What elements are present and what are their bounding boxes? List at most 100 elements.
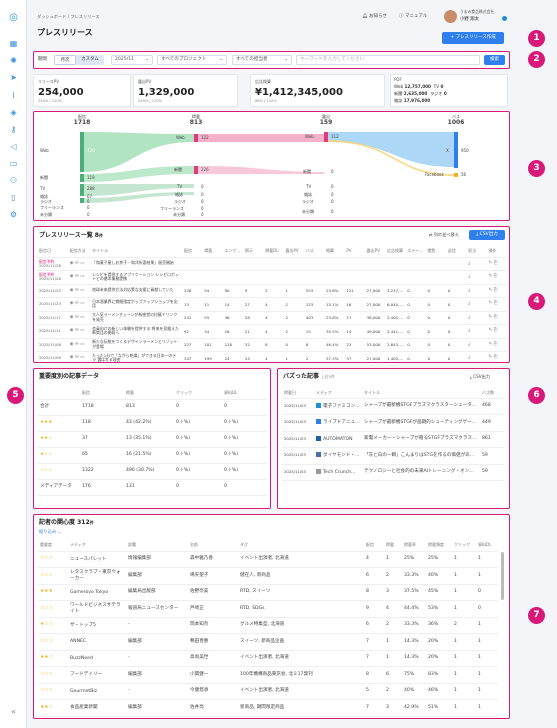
bookmark-icon[interactable]: ▯	[11, 193, 16, 202]
download-icon[interactable]: ⤓	[466, 284, 487, 298]
star-rating-icon[interactable]: ☆☆☆	[38, 551, 68, 568]
release-title[interactable]: 新たな伝統をつくるデザインラーメンとリゾットが登場	[90, 338, 182, 352]
notifications-link[interactable]: 🔔︎ お知らせ	[362, 14, 388, 19]
column-header[interactable]: 掲載DL	[263, 245, 284, 258]
row-actions[interactable]: ✎ ⎘	[486, 324, 507, 339]
avatar[interactable]	[444, 10, 457, 23]
sort-columns-link[interactable]: ⇄ 列の並べ替え	[429, 232, 459, 237]
column-header[interactable]: 掲載	[202, 245, 223, 258]
column-header[interactable]: クリック	[452, 539, 476, 552]
row-actions[interactable]: ✎ ⎘	[486, 311, 507, 325]
tab-monthly[interactable]: 月次	[54, 55, 76, 65]
column-header[interactable]: 資料DL	[476, 539, 498, 552]
star-rating-icon[interactable]: ☆☆☆	[38, 683, 68, 700]
search-button[interactable]: 検索	[484, 55, 505, 65]
row-actions[interactable]: ✎ ⎘	[486, 297, 507, 312]
release-title[interactable]: レシピを提供するアプリケーション レシピロボットとの基本業務提携	[90, 270, 182, 285]
settings-icon[interactable]: ⚙	[9, 210, 18, 219]
column-header[interactable]: 閲覧	[425, 245, 446, 258]
chart-icon[interactable]: ⌇	[11, 91, 16, 100]
release-title[interactable]: たった1分で「ながら乾燥」ができる日本一のテラ 選ばれる理由	[90, 351, 182, 362]
table-row[interactable]: 2025/11/03電子ファミコンゲー...シャープが最新機STGFプラズマクラ…	[282, 398, 505, 415]
column-header[interactable]: 概算	[324, 245, 345, 258]
column-header[interactable]: PV	[344, 245, 365, 258]
filter-toggle[interactable]: 絞り込み ⌄	[39, 530, 62, 535]
table-row[interactable]: ☆☆☆ フードデイリー 編集部 小関健一 100年機構商品東京会, 北ミ17発刊 8 6 75…	[38, 666, 498, 684]
release-title[interactable]: 日本酒業界に期間限定ポップアップショップを出店	[90, 297, 182, 312]
buzz-title[interactable]: シャープが最新機STGFが画期的シューティングゲーム...	[362, 414, 480, 432]
table-row[interactable]: 配信予約 2025/11/28 ◉ ✉ ▭ 「和菓子屋しお茶子・和洋折衷結果」販売開始…	[37, 257, 507, 271]
table-row[interactable]: 2025/11/06 ◉ ✉ ▭ たった1分で「ながら乾燥」ができる日本一のテラ 選…	[37, 351, 507, 362]
column-header[interactable]: バズ	[303, 245, 325, 258]
table-row[interactable]: 2025/11/11 ◉ ✉ ▭ 会員向けの新しい体験を提供する 将来を見据えた新商…	[37, 324, 507, 339]
row-actions[interactable]: ✎ ⎘	[486, 351, 507, 362]
table-row[interactable]: 2025/11/03ダイヤモンド・オン...「灰と白の一瞬」こんまりはSTGを作…	[282, 447, 505, 465]
row-actions[interactable]: ✎ ⎘	[486, 270, 507, 285]
owner-select[interactable]: すべての担当者 ⌄	[232, 55, 292, 65]
download-icon[interactable]: ⤓	[466, 311, 487, 325]
table-row[interactable]: ☆☆☆ レタスクラブ・東京ウォーカー 編集部 鳩矢聖子 健在人, 新商品 6 2 33.3% 4…	[38, 567, 498, 585]
download-icon[interactable]: ⤓	[466, 270, 487, 285]
column-header[interactable]: 配信方法	[67, 245, 91, 258]
table-row[interactable]: 2025/11/03 ライブドアニュース シャープが最新機STGFが画期的シューティ…	[282, 414, 505, 432]
download-icon[interactable]: ⤓	[466, 324, 487, 339]
star-rating-icon[interactable]: ★★☆	[38, 650, 68, 667]
column-header[interactable]: 掲載	[384, 539, 402, 552]
table-row[interactable]: 2025/11/17 ◉ ✉ ▭ 大人気ラーメンチェーンが新感覚の拉麺ドリンクを発売…	[37, 311, 507, 325]
star-rating-icon[interactable]: ★☆☆	[38, 617, 68, 634]
buzz-title[interactable]: テクノロジーと社会的の未来AIトレーニング・オン...	[362, 464, 480, 481]
app-logo-icon[interactable]: ◎	[9, 12, 18, 23]
table-row[interactable]: ★★☆ 食品産業新聞 編集部 佐井亮 新商品, 期間限定商品 7 3 42.9% 51% 1 1	[38, 699, 498, 717]
column-header[interactable]: 掲示	[242, 245, 264, 258]
table-row[interactable]: 2025/11/25 ◉ ✉ ▭ 地球未来提供方法対応策な支援に貢献していた 226 5…	[37, 284, 507, 298]
table-row[interactable]: 2025/11/03 Tech Crunch... テクノロジーと社会的の未来AIト…	[282, 464, 505, 481]
table-row[interactable]: ☆☆☆ ワールドビジネスサテライト 報道局ニュースセンター 戸崎正 RTD, SDGs 9…	[38, 600, 498, 618]
column-header[interactable]: 露出PV	[364, 245, 385, 258]
release-title[interactable]: 「和菓子屋しお茶子・和洋折衷結果」販売開始	[90, 257, 182, 271]
table-row[interactable]: ☆☆☆ ニュースパレット 情報編集部 森中雅乃香 イベント出演者, 北海道 4 1 25% 25…	[38, 551, 498, 568]
table-row[interactable]: 2025/11/23 ◉ ✉ ▭ 日本酒業界に期間限定ポップアップショップを出店 13…	[37, 297, 507, 312]
column-header[interactable]: 掲載頻度	[426, 539, 452, 552]
column-header[interactable]: 掲載率	[402, 539, 426, 552]
table-row[interactable]: ☆☆☆ GourmetBiz - 今健悠承 イベント出演者, 北海道 5 2 40% 46% 1 1	[38, 683, 498, 700]
keyword-input[interactable]: キーワードを入力してください	[296, 55, 480, 65]
send-icon[interactable]: ➤	[10, 73, 17, 82]
buzz-title[interactable]: 「灰と白の一瞬」こんまりはSTGを作るの価値がある...	[362, 447, 480, 465]
table-row[interactable]: 2025/11/08 ◉ ✉ ▭ 新たな伝統をつくるデザインラーメンとリゾットが登場…	[37, 338, 507, 352]
table-row[interactable]: ★★☆ BuzzNeed - 高尚美世 イベント出演者, 北海道 7 1 14.3% 20% 1 1	[38, 650, 498, 667]
people-icon[interactable]: ⚇	[9, 176, 18, 185]
id-card-icon[interactable]: ▭	[9, 159, 18, 168]
column-header[interactable]: 担当	[466, 245, 487, 258]
collapse-icon[interactable]: «	[11, 707, 16, 716]
column-header[interactable]: 配信	[181, 245, 203, 258]
download-icon[interactable]: ⤓	[466, 338, 487, 352]
column-header[interactable]: 名前	[188, 539, 238, 552]
table-row[interactable]: ★☆☆ ザ・トップ5- 岡本知奈 グルメ特集型, 北海道 6 2 33.3% 36% 2 1	[38, 617, 498, 634]
star-rating-icon[interactable]: ☆☆☆	[38, 633, 68, 651]
project-select[interactable]: すべてのプロジェクト ⌄	[157, 55, 227, 65]
star-rating-icon[interactable]: ☆☆☆	[38, 666, 68, 684]
buzz-csv-link[interactable]: ⤓ CSV出力	[470, 374, 491, 379]
column-header[interactable]: 部署	[126, 539, 188, 552]
column-header[interactable]: 重要度	[38, 539, 68, 552]
release-title[interactable]: 大人気ラーメンチェーンが新感覚の拉麺ドリンクを発売	[90, 311, 182, 325]
create-release-button[interactable]: + プレスリリース作成	[442, 32, 504, 44]
star-rating-icon[interactable]: ☆☆☆	[38, 567, 68, 585]
download-icon[interactable]: ⤓	[466, 351, 487, 362]
download-icon[interactable]: ⤓	[466, 257, 487, 271]
key-icon[interactable]: ⚷	[10, 125, 17, 134]
column-header[interactable]: 配信日	[37, 245, 68, 258]
column-header[interactable]: 広告換算	[384, 245, 406, 258]
table-row[interactable]: 2025/11/03 AUTOMATON 家電メーカー・シャープが贈るSTGFプラズ…	[282, 431, 505, 448]
megaphone-icon[interactable]: ◁	[10, 142, 17, 151]
column-header[interactable]: 返信	[445, 245, 467, 258]
release-title[interactable]: 会員向けの新しい体験を提供する 将来を見据えた新商品の開発へ	[90, 324, 182, 339]
row-actions[interactable]: ✎ ⎘	[486, 338, 507, 352]
star-rating-icon[interactable]: ★★☆	[38, 699, 68, 717]
column-header[interactable]: タグ	[238, 539, 364, 552]
table-row[interactable]: ★★★ Gamerovo Tokyo 編集局出版部 佐野奈美 RTD, スイーツ 8 3 37…	[38, 584, 498, 601]
download-icon[interactable]: ⤓	[466, 297, 487, 312]
column-header[interactable]: ステータス	[405, 245, 426, 258]
csv-export-button[interactable]: ⤓ CSV出力	[469, 230, 505, 240]
column-header[interactable]: タイトル	[90, 245, 182, 258]
